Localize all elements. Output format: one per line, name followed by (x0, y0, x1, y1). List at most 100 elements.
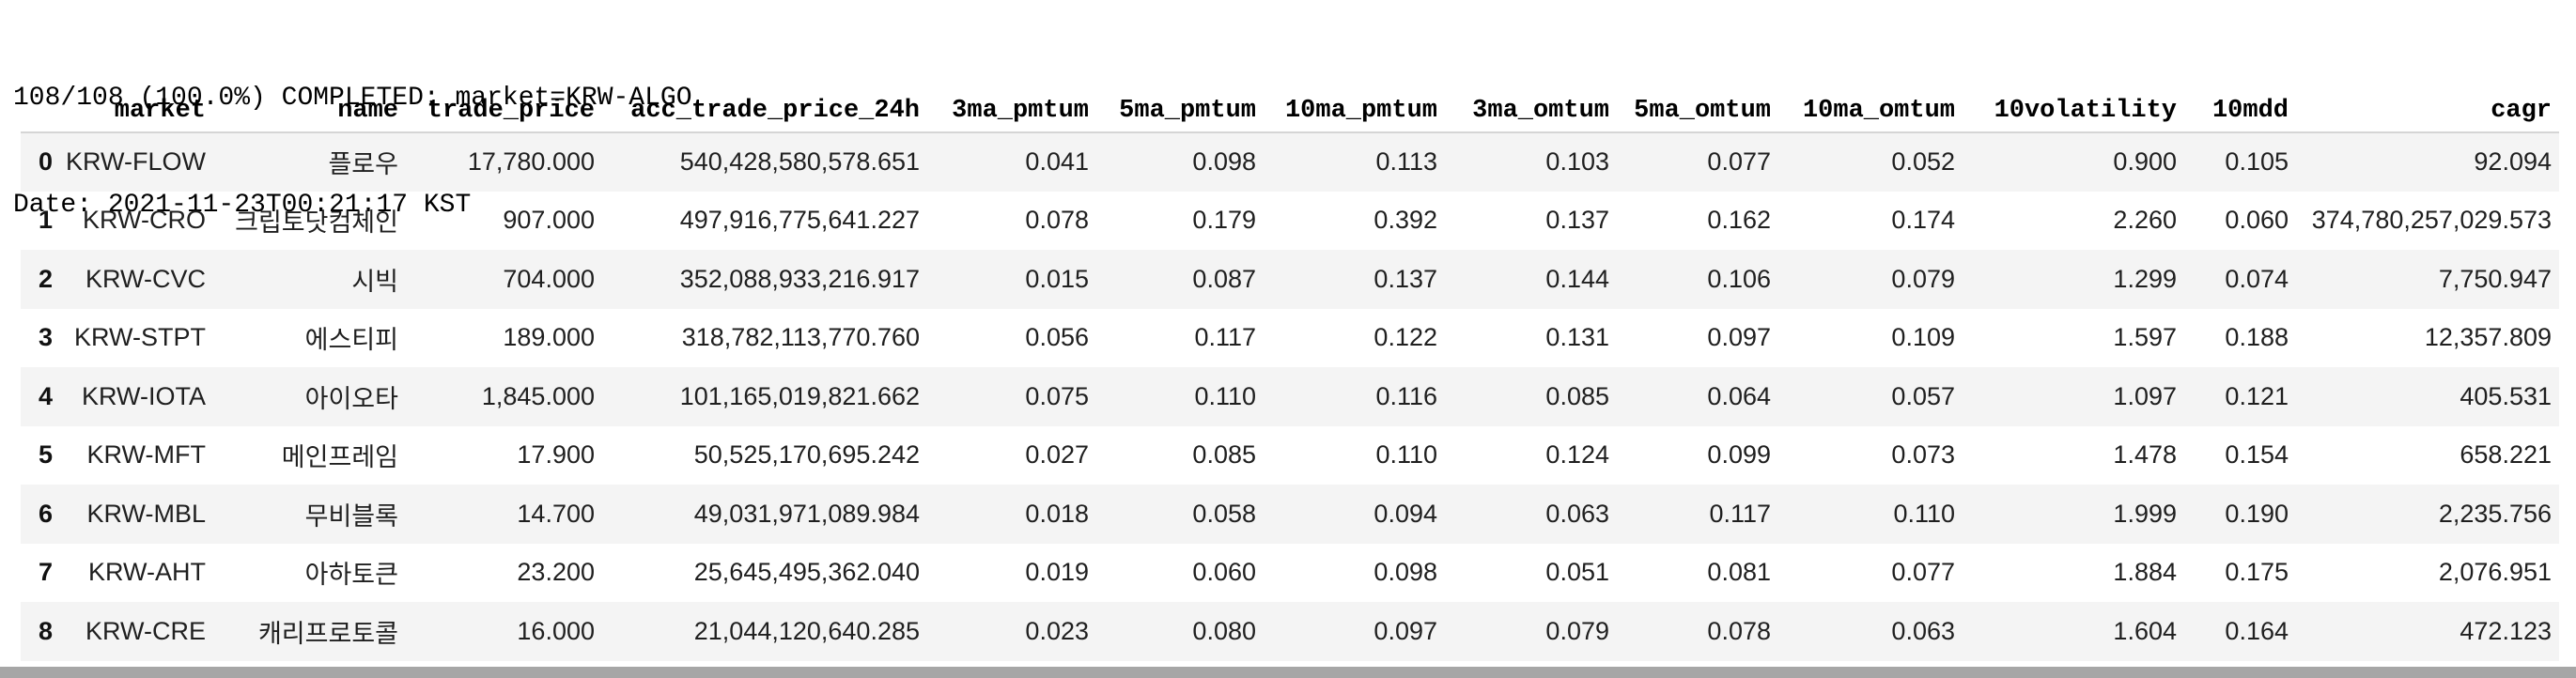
table-cell: 2,076.951 (2438, 558, 2552, 587)
table-cell: 0.051 (1545, 558, 1609, 587)
column-header-5ma_pmtum: 5ma_pmtum (1089, 89, 1256, 133)
table-cell: 0.041 (1025, 147, 1089, 177)
table-cell: 0.137 (1373, 264, 1437, 293)
horizontal-scrollbar[interactable] (0, 667, 2576, 678)
table-row: 8 KRW-CRE 캐리프로토콜 16.000 21,044,120,640.285 0.… (21, 602, 2559, 661)
table-cell: 1,845.000 (481, 381, 595, 410)
table-body: 0 KRW-FLOW 플로우 17,780.000 540,428,580,578.65… (21, 132, 2559, 661)
table-cell: 0.060 (1192, 558, 1256, 587)
table-cell: 0.079 (1891, 264, 1955, 293)
table-cell: 0.073 (1891, 440, 1955, 470)
table-cell: 0.117 (1194, 323, 1256, 352)
table-cell: KRW-CVC (85, 264, 206, 293)
table-cell: 0.098 (1192, 147, 1256, 177)
dataframe-table: market name trade_price acc_trade_price_24h… (21, 89, 2559, 661)
table-cell: 0.190 (2225, 499, 2289, 528)
table-cell: 1.604 (2113, 616, 2177, 645)
table-cell: 0.079 (1545, 616, 1609, 645)
table-cell: 0.023 (1025, 616, 1089, 645)
table-cell: 405.531 (2460, 381, 2552, 410)
table-cell: 17.900 (517, 440, 595, 470)
table-cell: 0.117 (1709, 499, 1771, 528)
table-cell: 1.597 (2113, 323, 2177, 352)
column-header-10mdd: 10mdd (2177, 89, 2289, 133)
table-cell: 0.900 (2113, 147, 2177, 177)
table-cell: KRW-FLOW (65, 147, 206, 177)
table-cell: 0.056 (1025, 323, 1089, 352)
column-header-market: market (53, 89, 206, 133)
table-row: 6 KRW-MBL 무비블록 14.700 49,031,971,089.984 0.01… (21, 485, 2559, 544)
table-cell: 0.103 (1545, 147, 1609, 177)
table-cell: 0.179 (1192, 206, 1256, 235)
table-cell: 아이오타 (304, 384, 398, 413)
table-cell: KRW-STPT (73, 323, 206, 352)
table-cell: 0.113 (1375, 147, 1437, 177)
table-cell: 0.058 (1192, 499, 1256, 528)
date-line: Date: 2021-11-23T00:21:17 KST (13, 191, 472, 220)
column-header-name: name (206, 89, 398, 133)
column-header-10ma_omtum: 10ma_omtum (1771, 89, 1955, 133)
table-cell: 540,428,580,578.651 (679, 147, 920, 177)
table-cell: 17,780.000 (467, 147, 595, 177)
table-cell: 14.700 (517, 499, 595, 528)
table-cell: 0.154 (2225, 440, 2289, 470)
table-cell: 497,916,775,641.227 (679, 206, 920, 235)
table-cell: 0.094 (1373, 499, 1437, 528)
table-cell: 플로우 (328, 150, 398, 179)
table-cell: 0.131 (1545, 323, 1609, 352)
table-cell: 1.884 (2113, 558, 2177, 587)
table-cell: 0.077 (1707, 147, 1771, 177)
row-index: 8 (38, 616, 53, 645)
table-row: 1 KRW-CRO 크립토닷컴체인 907.000 497,916,775,641.22… (21, 192, 2559, 251)
table-cell: 25,645,495,362.040 (693, 558, 920, 587)
table-cell: KRW-MBL (86, 499, 206, 528)
table-cell: 0.105 (2225, 147, 2289, 177)
column-header-10ma_pmtum: 10ma_pmtum (1256, 89, 1437, 133)
column-header-3ma_pmtum: 3ma_pmtum (920, 89, 1089, 133)
table-cell: 0.124 (1545, 440, 1609, 470)
column-header-cagr: cagr (2289, 89, 2559, 133)
table-cell: 704.000 (503, 264, 595, 293)
table-cell: 318,782,113,770.760 (681, 323, 920, 352)
row-index: 3 (38, 323, 53, 352)
table-row: 0 KRW-FLOW 플로우 17,780.000 540,428,580,578.65… (21, 132, 2559, 192)
table-cell: 23.200 (517, 558, 595, 587)
table-cell: 0.137 (1545, 206, 1609, 235)
table-cell: 16.000 (517, 616, 595, 645)
column-header-5ma_omtum: 5ma_omtum (1609, 89, 1771, 133)
table-row: 2 KRW-CVC 시빅 704.000 352,088,933,216.917 0.01… (21, 250, 2559, 309)
table-cell: 메인프레임 (281, 443, 398, 472)
column-header-trade_price: trade_price (398, 89, 595, 133)
table-cell: 0.392 (1373, 206, 1437, 235)
table-cell: 0.052 (1891, 147, 1955, 177)
table-cell: 2,235.756 (2438, 499, 2552, 528)
table-cell: 101,165,019,821.662 (679, 381, 920, 410)
row-index: 0 (38, 147, 53, 177)
table-cell: 0.188 (2225, 323, 2289, 352)
table-cell: 0.110 (1194, 381, 1256, 410)
table-cell: 0.063 (1545, 499, 1609, 528)
table-cell: 0.099 (1707, 440, 1771, 470)
table-cell: 0.122 (1373, 323, 1437, 352)
table-cell: 12,357.809 (2424, 323, 2552, 352)
table-cell: 0.085 (1192, 440, 1256, 470)
row-index: 1 (38, 206, 53, 235)
index-corner-header (21, 89, 53, 133)
table-cell: 0.018 (1025, 499, 1089, 528)
table-cell: KRW-MFT (86, 440, 206, 470)
column-header-acc_trade_price_24h: acc_trade_price_24h (595, 89, 920, 133)
table-cell: 21,044,120,640.285 (693, 616, 920, 645)
row-index: 2 (38, 264, 53, 293)
table-cell: 49,031,971,089.984 (693, 499, 920, 528)
table-cell: 658.221 (2460, 440, 2552, 470)
table-cell: KRW-IOTA (81, 381, 206, 410)
table-cell: 0.078 (1025, 206, 1089, 235)
table-cell: 189.000 (503, 323, 595, 352)
table-cell: 907.000 (503, 206, 595, 235)
table-cell: 0.077 (1891, 558, 1955, 587)
table-cell: 아하토큰 (304, 561, 398, 590)
table-cell: 1.097 (2113, 381, 2177, 410)
table-row: 3 KRW-STPT 에스티피 189.000 318,782,113,770.760 0… (21, 309, 2559, 368)
table-cell: 0.121 (2225, 381, 2289, 410)
table-cell: 0.064 (1707, 381, 1771, 410)
